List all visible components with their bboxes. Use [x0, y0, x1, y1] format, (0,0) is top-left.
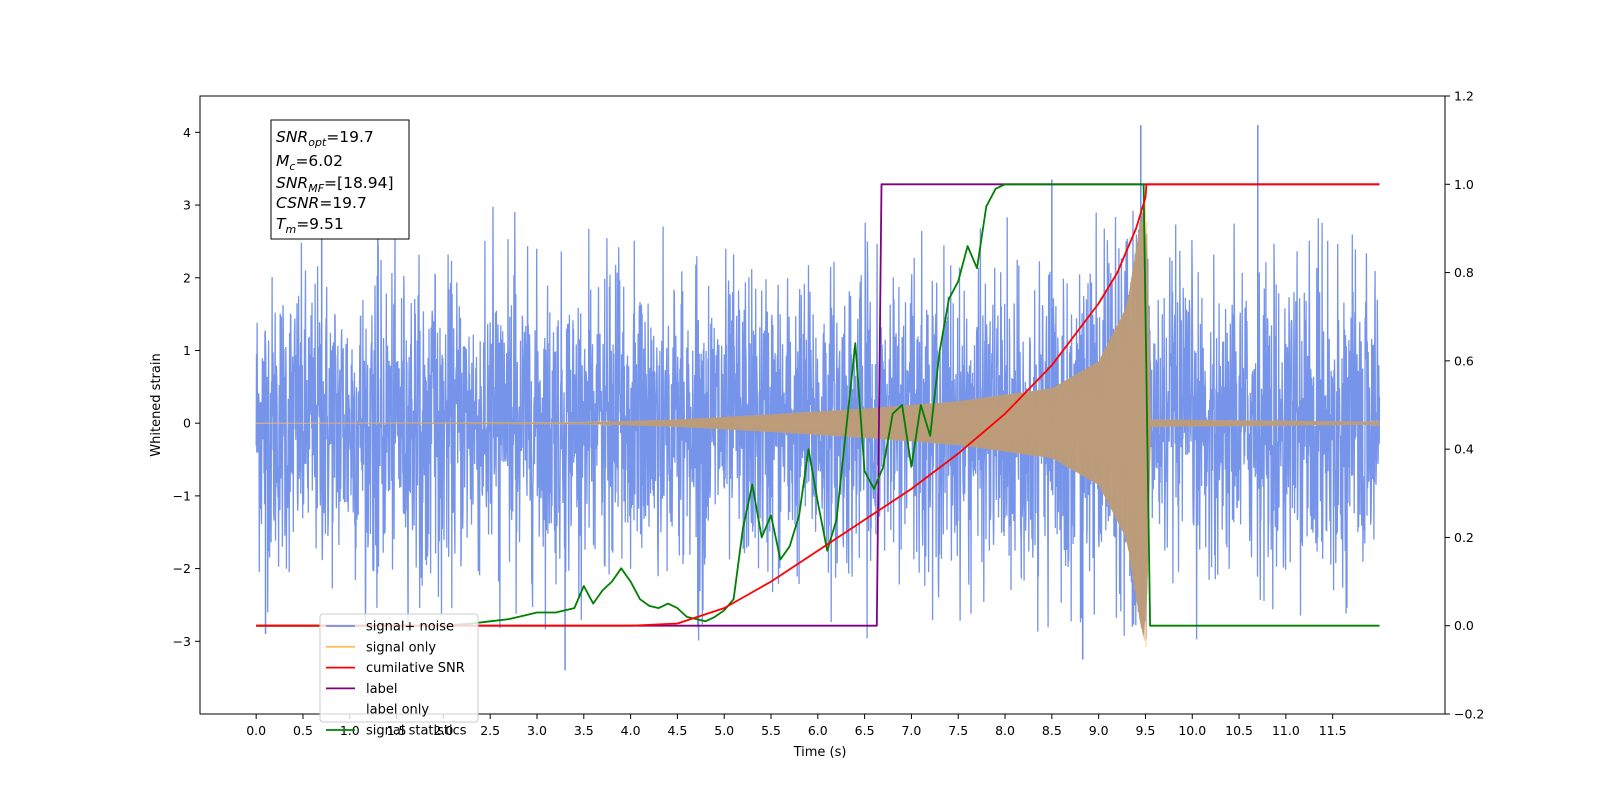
info-mc: Mc=6.02 [276, 152, 343, 173]
y2-tick-label: 1.2 [1454, 89, 1474, 104]
x-tick-label: 10.5 [1225, 723, 1253, 738]
cumilative-snr-line [256, 183, 1380, 627]
x-tick-label: 11.5 [1319, 723, 1347, 738]
y-axis-label: Whitened strain [149, 353, 164, 456]
x-tick-label: 1.5 [387, 723, 407, 738]
x-tick-label: 3.5 [574, 723, 594, 738]
x-tick-label: 9.0 [1089, 723, 1109, 738]
signal-only-envelope [256, 208, 1380, 638]
legend-entry-label: signal only [366, 640, 436, 655]
legend-entry-label: signal statistics [366, 724, 467, 739]
y2-tick-label: 0.2 [1454, 530, 1474, 545]
y2-tick-label: 0.0 [1454, 618, 1474, 633]
y-tick-label: 2 [183, 270, 191, 285]
info-snr-opt: SNRopt=19.7 [276, 128, 374, 149]
x-axis-label: Time (s) [793, 745, 847, 760]
x-tick-label: 0.5 [293, 723, 313, 738]
info-box-frame [270, 119, 410, 240]
x-tick-label: 3.0 [527, 723, 547, 738]
info-snr-mf: SNRMF=[18.94] [276, 174, 394, 195]
x-tick-label: 4.5 [667, 723, 687, 738]
y2-tick-label: 0.4 [1454, 442, 1474, 457]
y-axis-right: 1.2 1.0 0.8 0.6 0.4 0.2 0.0 −0.2 [1445, 89, 1484, 722]
x-tick-label: 2.0 [433, 723, 453, 738]
x-tick-label: 5.0 [714, 723, 734, 738]
x-tick-label: 6.5 [855, 723, 875, 738]
signal-only-series [256, 202, 1380, 648]
right-axis-series [256, 183, 1380, 627]
x-tick-label: 11.0 [1272, 723, 1300, 738]
signal-statistics-line [256, 183, 1380, 627]
x-tick-label: 8.0 [995, 723, 1015, 738]
y-tick-label: 3 [183, 198, 191, 213]
info-box: SNRopt=19.7 Mc=6.02 SNRMF=[18.94] CSNR=1… [270, 119, 410, 240]
x-tick-label: 7.0 [901, 723, 921, 738]
x-tick-label: 2.5 [480, 723, 500, 738]
info-tm: Tm=9.51 [276, 215, 344, 236]
x-tick-label: 9.5 [1136, 723, 1156, 738]
y-tick-label: 4 [183, 125, 191, 140]
x-tick-label: 6.0 [808, 723, 828, 738]
y-tick-label: −2 [173, 561, 191, 576]
x-tick-label: 0.0 [246, 723, 266, 738]
plot-frame [199, 95, 1446, 715]
legend-entry-label: cumilative SNR [366, 661, 465, 676]
signal-noise-line [255, 206, 1381, 641]
y2-tick-label: 1.0 [1454, 177, 1474, 192]
y-tick-label: 1 [183, 343, 191, 358]
y-axis-left: 4 3 2 1 0 −1 −2 −3 [173, 125, 200, 649]
info-csnr: CSNR=19.7 [276, 194, 367, 212]
legend-entry-label: label only [366, 703, 429, 718]
legend: signal+ noise signal only cumilative SNR la… [319, 613, 479, 739]
x-tick-label: 5.5 [761, 723, 781, 738]
x-tick-label: 4.0 [621, 723, 641, 738]
x-tick-label: 10.0 [1178, 723, 1206, 738]
signal-noise-series [255, 125, 1381, 671]
legend-frame [319, 613, 479, 723]
y2-tick-label: 0.6 [1454, 353, 1474, 368]
y2-tick-label: 0.8 [1454, 265, 1474, 280]
y2-tick-label: −0.2 [1454, 707, 1484, 722]
x-tick-label: 7.5 [948, 723, 968, 738]
legend-entry-label: label [366, 682, 397, 697]
legend-entry-label: signal+ noise [366, 620, 454, 635]
y-tick-label: 0 [183, 416, 191, 431]
y-tick-label: −3 [173, 634, 191, 649]
y-tick-label: −1 [173, 488, 191, 503]
x-tick-label: 8.5 [1042, 723, 1062, 738]
